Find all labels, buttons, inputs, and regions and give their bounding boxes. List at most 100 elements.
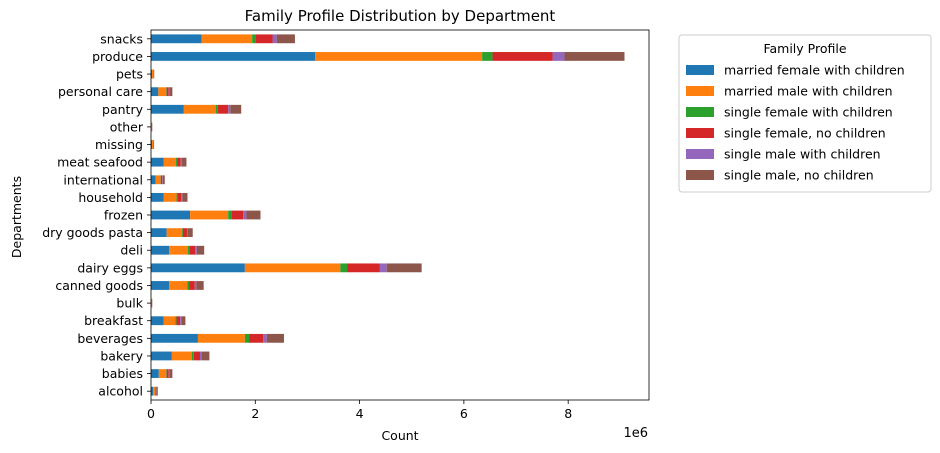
- bar-other-married-male-with-children: [151, 122, 153, 132]
- legend-entry-label: married female with children: [724, 63, 905, 78]
- bar-pantry-married-male-with-children: [183, 104, 216, 114]
- bar-missing-married-female-with-children: [151, 140, 153, 149]
- bar-produce-single-female-no-children: [492, 52, 553, 61]
- legend-entry-label: married male with children: [724, 84, 893, 99]
- x-tick-label: 2: [251, 406, 259, 421]
- bar-dairy-eggs-married-female-with-children: [151, 263, 245, 273]
- bar-frozen-married-male-with-children: [190, 210, 229, 220]
- bar-bakery-single-male-no-children: [201, 351, 210, 361]
- bar-beverages-married-female-with-children: [151, 333, 198, 343]
- bar-personal-care-single-male-no-children: [169, 87, 173, 97]
- bar-alcohol-single-female-no-children: [155, 386, 156, 396]
- y-tick-label: bulk: [116, 296, 143, 311]
- bar-deli-single-male-no-children: [196, 245, 205, 255]
- bar-canned-goods-single-female-no-children: [189, 281, 195, 290]
- bar-bulk-married-male-with-children: [151, 298, 153, 308]
- y-tick-label: other: [110, 119, 144, 134]
- bar-pets-single-male-no-children: [153, 69, 155, 79]
- bar-dairy-eggs-single-male-with-children: [379, 263, 387, 273]
- bar-dairy-eggs-single-male-no-children: [386, 263, 422, 273]
- bar-babies-married-male-with-children: [158, 369, 167, 378]
- y-axis: alcohol babies bakery beverages breakfast bul…: [42, 31, 151, 399]
- bar-frozen-single-female-with-children: [228, 210, 232, 220]
- bar-household-married-male-with-children: [163, 192, 177, 202]
- y-tick-label: meat seafood: [57, 155, 143, 170]
- y-tick-label: dry goods pasta: [42, 225, 143, 240]
- bar-household-single-female-with-children: [176, 192, 178, 202]
- bar-babies-single-male-no-children: [169, 369, 173, 378]
- y-tick-label: deli: [120, 243, 143, 258]
- legend-swatch: [686, 107, 714, 117]
- y-axis-label: Departments: [9, 176, 24, 258]
- bar-meat-seafood-married-female-with-children: [151, 157, 164, 167]
- bar-produce-single-male-with-children: [552, 52, 565, 61]
- bar-snacks-single-male-with-children: [272, 34, 277, 44]
- x-tick-label: 8: [564, 406, 572, 421]
- y-tick-label: international: [63, 172, 143, 187]
- bar-international-married-female-with-children: [151, 175, 156, 185]
- x-tick-label: 4: [356, 406, 364, 421]
- y-tick-label: bakery: [100, 348, 143, 363]
- bar-canned-goods-single-male-with-children: [194, 281, 197, 290]
- y-tick-label: missing: [95, 137, 143, 152]
- bar-pantry-single-female-with-children: [215, 104, 218, 114]
- legend-title: Family Profile: [763, 41, 846, 56]
- bar-beverages-single-female-with-children: [244, 333, 250, 343]
- bar-personal-care-single-female-no-children: [166, 87, 169, 97]
- bar-beverages-married-male-with-children: [197, 333, 245, 343]
- bar-produce-married-female-with-children: [151, 52, 316, 61]
- y-tick-label: pets: [116, 67, 143, 82]
- y-tick-label: pantry: [102, 102, 144, 117]
- bar-babies-single-male-with-children: [168, 369, 170, 378]
- bar-snacks-single-female-no-children: [255, 34, 273, 44]
- bar-dairy-eggs-married-male-with-children: [244, 263, 341, 273]
- bar-dry-goods-pasta-single-male-no-children: [188, 228, 193, 238]
- bar-snacks-single-male-no-children: [276, 34, 295, 44]
- legend-swatch: [686, 65, 714, 75]
- bar-breakfast-single-male-no-children: [181, 316, 186, 326]
- bar-breakfast-single-male-with-children: [180, 316, 182, 326]
- y-tick-label: personal care: [58, 84, 143, 99]
- bar-international-single-female-no-children: [160, 175, 163, 185]
- bar-beverages-single-male-no-children: [266, 333, 284, 343]
- y-tick-label: frozen: [104, 208, 143, 223]
- bar-bakery-married-female-with-children: [151, 351, 172, 361]
- bar-frozen-single-male-no-children: [246, 210, 261, 220]
- bar-produce-married-male-with-children: [315, 52, 483, 61]
- bar-meat-seafood-single-male-no-children: [181, 157, 187, 167]
- bar-dairy-eggs-single-female-no-children: [347, 263, 380, 273]
- y-tick-label: snacks: [100, 31, 143, 46]
- bar-beverages-single-female-no-children: [249, 333, 264, 343]
- bar-breakfast-married-male-with-children: [163, 316, 176, 326]
- legend-items: married female with children married male…: [686, 63, 905, 183]
- bar-canned-goods-single-female-with-children: [187, 281, 190, 290]
- bar-produce-single-female-with-children: [482, 52, 493, 61]
- bar-dry-goods-pasta-single-female-with-children: [181, 228, 183, 238]
- legend-entry-label: single male with children: [724, 147, 881, 162]
- bar-bakery-single-female-no-children: [193, 351, 201, 361]
- bar-pantry-single-female-no-children: [217, 104, 229, 114]
- bar-household-single-male-no-children: [182, 192, 188, 202]
- bar-pets-married-male-with-children: [152, 69, 154, 79]
- bar-pantry-married-female-with-children: [151, 104, 184, 114]
- legend-frame: [678, 34, 932, 193]
- bar-international-single-male-no-children: [162, 175, 165, 185]
- bar-meat-seafood-single-male-with-children: [180, 157, 182, 167]
- bar-frozen-married-female-with-children: [151, 210, 191, 220]
- bar-breakfast-married-female-with-children: [151, 316, 164, 326]
- bar-meat-seafood-single-female-no-children: [177, 157, 181, 167]
- y-tick-label: babies: [102, 366, 143, 381]
- bar-household-single-female-no-children: [177, 192, 182, 202]
- bar-babies-married-female-with-children: [151, 369, 159, 378]
- legend-swatch: [686, 128, 714, 138]
- bar-dairy-eggs-single-female-with-children: [340, 263, 348, 273]
- bar-frozen-single-male-with-children: [243, 210, 247, 220]
- bar-pets-married-female-with-children: [151, 69, 153, 79]
- bar-canned-goods-single-male-no-children: [196, 281, 204, 290]
- bar-international-married-male-with-children: [155, 175, 161, 185]
- legend-swatch: [686, 170, 714, 180]
- bar-dry-goods-pasta-single-female-no-children: [182, 228, 187, 238]
- legend: Family Profile married female with child…: [678, 34, 932, 193]
- bar-deli-married-female-with-children: [151, 245, 170, 255]
- bar-alcohol-married-male-with-children: [153, 386, 156, 396]
